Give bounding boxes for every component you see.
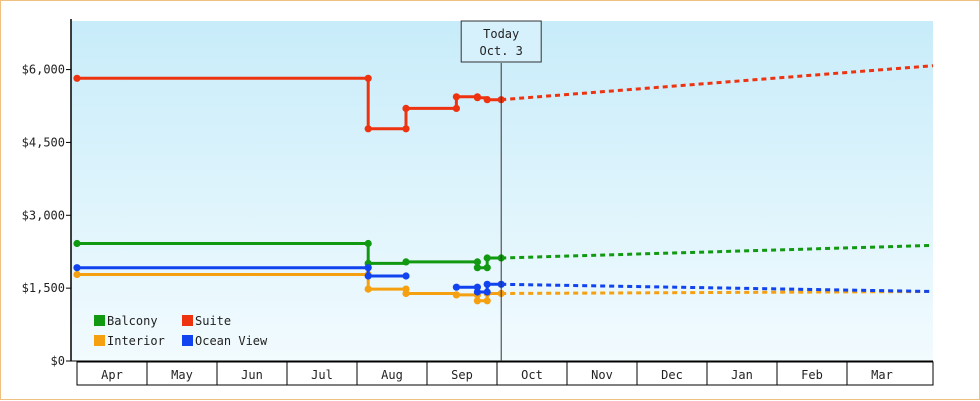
x-tick-label: Mar — [871, 368, 893, 382]
data-point — [402, 104, 410, 112]
x-tick-label: Sep — [451, 368, 473, 382]
data-point — [402, 258, 410, 266]
x-tick-label: Oct — [521, 368, 543, 382]
data-point — [402, 289, 410, 298]
data-point — [402, 125, 410, 133]
legend-item-balcony: Balcony — [94, 314, 158, 328]
legend-swatch — [94, 335, 105, 346]
data-point — [364, 285, 372, 293]
legend-item-interior: Interior — [94, 334, 165, 348]
today-box — [460, 20, 542, 63]
data-point — [452, 93, 460, 101]
data-point — [364, 74, 372, 82]
legend-swatch — [182, 335, 193, 346]
today-date: Oct. 3 — [480, 44, 523, 58]
x-tick-label: Aug — [381, 368, 403, 382]
x-tick-label: Jun — [241, 368, 263, 382]
x-tick-label: May — [171, 368, 193, 382]
data-point — [364, 272, 372, 280]
series-ocean-view — [73, 264, 934, 296]
data-point — [73, 270, 81, 279]
legend-swatch — [94, 315, 105, 326]
data-point — [452, 283, 460, 291]
data-point — [452, 291, 460, 299]
legend-item-ocean-view: Ocean View — [182, 334, 268, 348]
legend-label: Ocean View — [195, 334, 268, 348]
x-tick-label: Apr — [101, 368, 123, 382]
x-tick-label: Feb — [801, 368, 823, 382]
data-point — [483, 264, 491, 272]
data-point — [402, 272, 410, 280]
x-tick-label: Jul — [311, 368, 333, 382]
today-label: Today — [483, 27, 519, 41]
x-tick-label: Nov — [591, 368, 613, 382]
data-point — [473, 297, 481, 305]
data-point — [473, 288, 481, 296]
y-tick-label: $4,500 — [22, 135, 65, 149]
data-point — [483, 254, 491, 262]
data-point — [473, 264, 481, 272]
data-point — [483, 288, 491, 296]
series-suite — [73, 64, 934, 133]
month-band — [76, 361, 934, 386]
legend-swatch — [182, 315, 193, 326]
data-point — [73, 264, 81, 272]
data-point — [364, 239, 372, 248]
y-tick-label: $0 — [51, 354, 65, 368]
legend-label: Suite — [195, 314, 231, 328]
data-point — [364, 264, 372, 272]
legend-label: Balcony — [107, 314, 158, 328]
legend-item-suite: Suite — [182, 314, 231, 328]
series-line — [77, 242, 502, 270]
x-tick-label: Dec — [661, 368, 683, 382]
data-point — [73, 239, 81, 248]
x-tick-label: Jan — [731, 368, 753, 382]
y-tick-label: $3,000 — [22, 208, 65, 222]
forecast-line — [501, 64, 934, 102]
plot-area — [71, 21, 933, 361]
data-point — [473, 94, 481, 102]
data-point — [483, 297, 491, 305]
series-balcony — [73, 239, 934, 272]
data-point — [364, 125, 372, 133]
data-point — [483, 280, 491, 288]
data-point — [452, 104, 460, 112]
data-point — [473, 258, 481, 266]
legend-label: Interior — [107, 334, 165, 348]
y-tick-label: $1,500 — [22, 281, 65, 295]
y-tick-label: $6,000 — [22, 63, 65, 77]
data-point — [73, 74, 81, 82]
data-point — [483, 96, 491, 104]
